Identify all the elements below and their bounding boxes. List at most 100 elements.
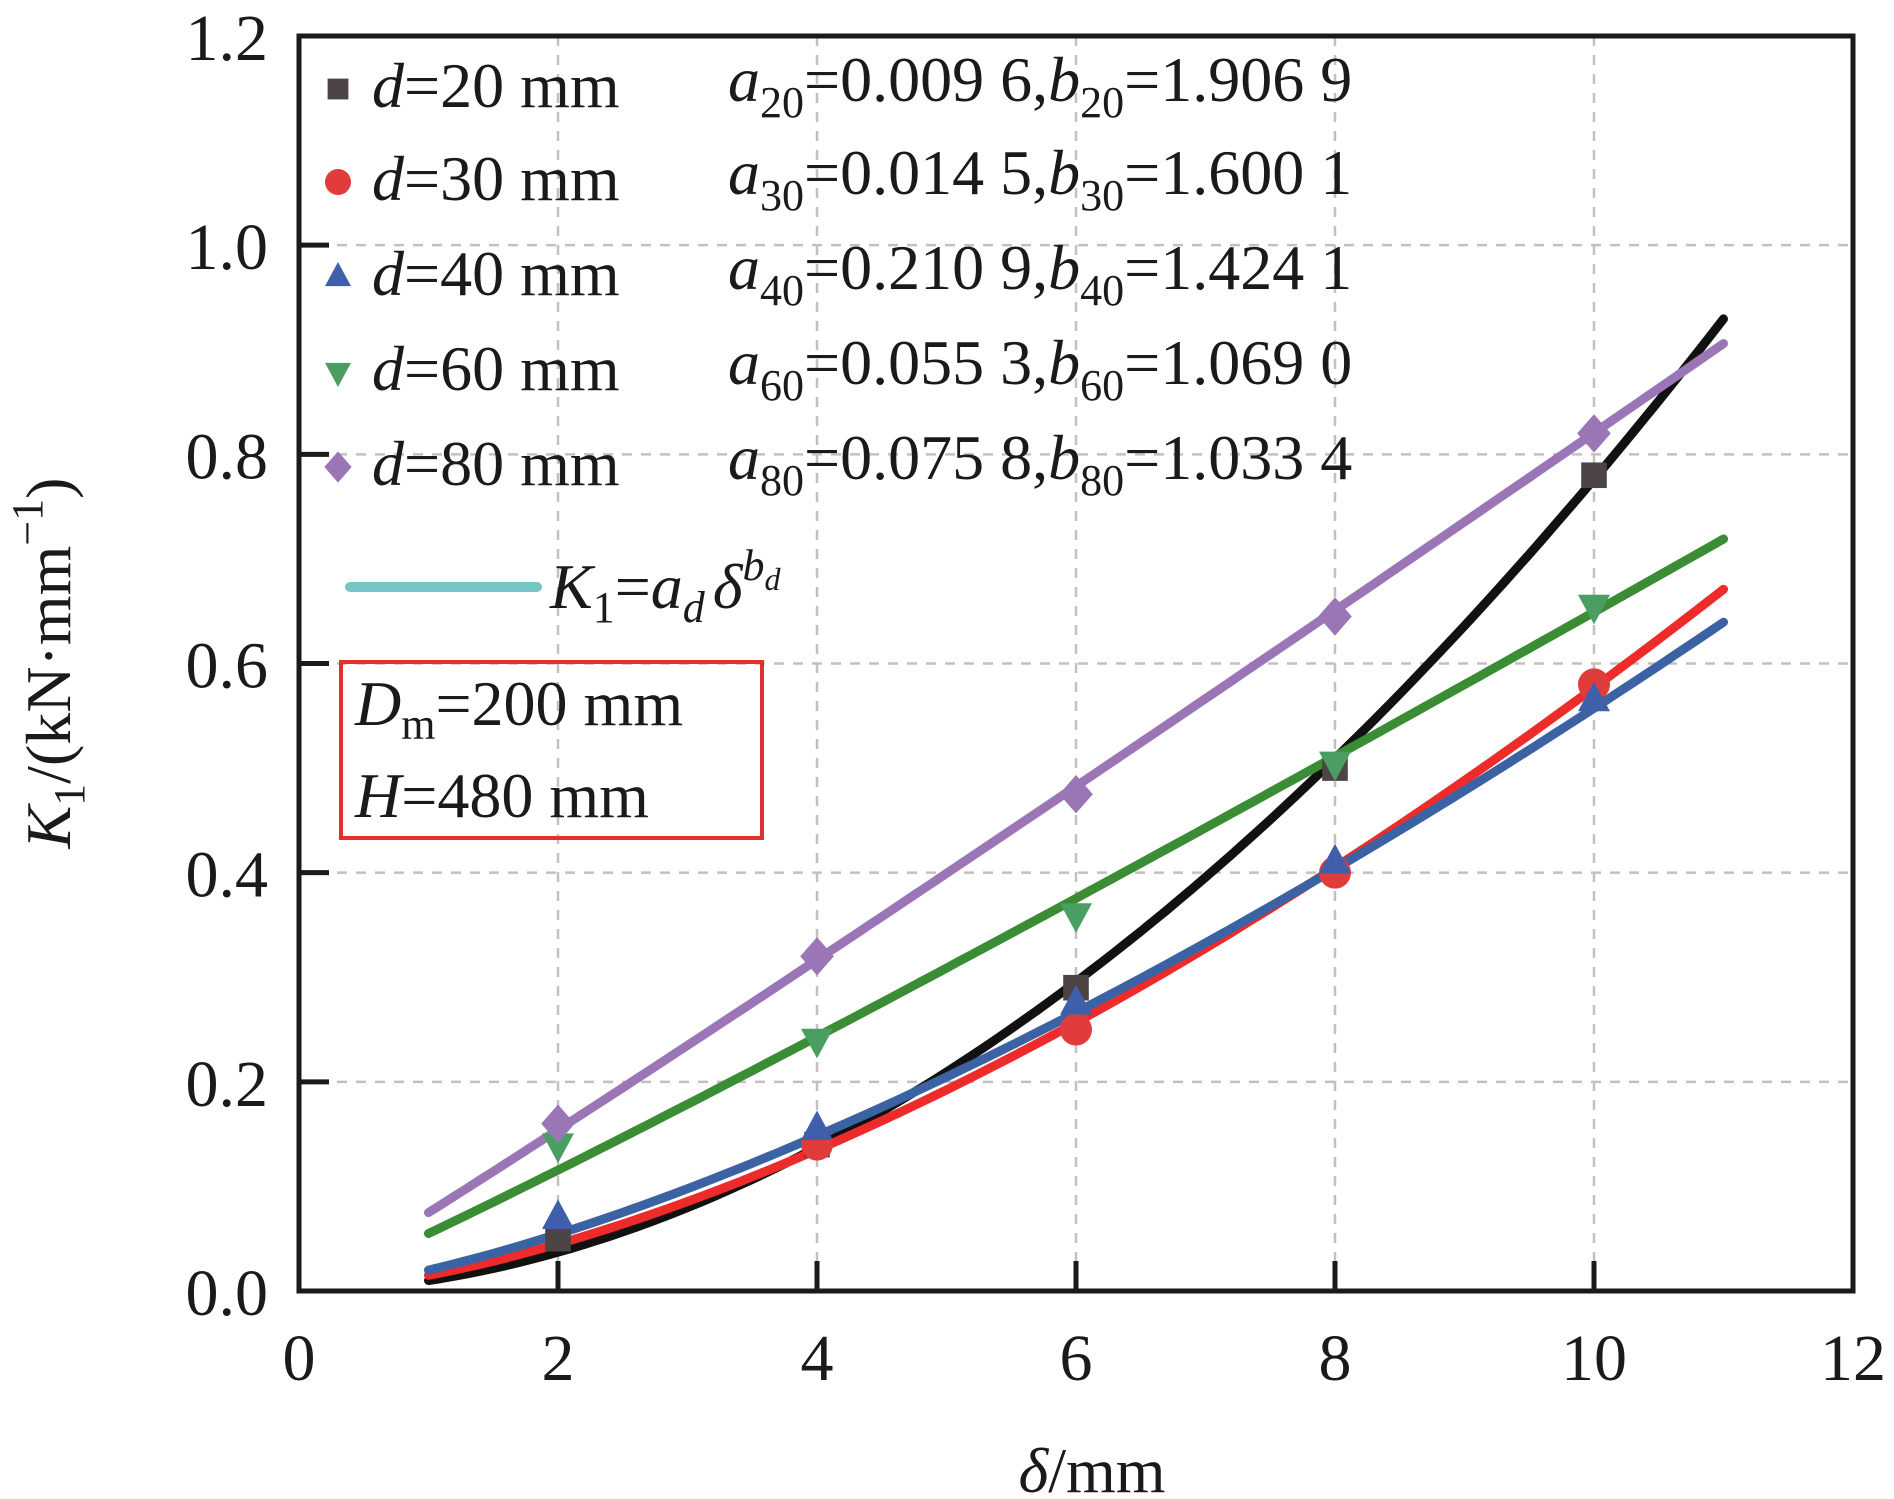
fit-k: K [549,551,596,622]
legend-label-rest: =80 mm [404,428,620,499]
coef-part: =0.055 3, [804,327,1048,398]
y-axis-sup: −1 [3,499,52,546]
y-axis-var: K [13,803,84,850]
fit-curve-60 [424,534,1728,1238]
coef-part: a [728,422,760,493]
coef-part: a [728,137,760,208]
legend-item: d=30 mm a30=0.014 5,b30=1.600 1 [325,137,1352,220]
coef-part: 60 [760,361,804,410]
legend-marker-triangle-up [325,262,351,287]
legend-label-var: d [372,50,405,121]
legend-coefficients: a30=0.014 5,b30=1.600 1 [728,137,1352,220]
coef-part: =1.069 0 [1124,327,1352,398]
y-tick-label: 0.8 [186,420,269,493]
annotation-border [339,660,764,840]
x-tick-label: 4 [801,1322,834,1395]
coef-part: b [1048,422,1080,493]
legend-item: d=60 mm a60=0.055 3,b60=1.069 0 [325,327,1352,410]
anno-d-var: D [354,668,401,739]
data-point-triangle-down [1319,751,1351,782]
data-point-triangle-down [542,1133,574,1163]
coef-part: =1.600 1 [1124,137,1352,208]
coef-part: =1.424 1 [1124,232,1352,303]
coef-part: a [728,232,760,303]
coef-part: b [1048,327,1080,398]
anno-h-rest: =480 mm [401,760,649,831]
coef-part: =1.906 9 [1124,44,1352,115]
data-point-triangle-down [1060,903,1092,933]
legend-label-rest: =60 mm [404,333,620,404]
y-tick-label: 1.2 [186,2,269,75]
legend-label: d=20 mm [372,50,620,121]
data-markers [541,414,1611,1252]
fit-a: a [651,551,683,622]
coef-part: 80 [760,456,804,505]
legend-item: d=40 mm a40=0.210 9,b40=1.424 1 [325,232,1352,315]
axis-ticks [299,242,1597,1291]
legend-marker-diamond [324,451,352,483]
fit-b: b [743,541,765,590]
annotation-box: Dm=200 mm H=480 mm [339,660,764,840]
fit-a-sub: d [683,583,706,632]
y-tick-label: 0.6 [186,630,269,703]
data-point-diamond [1577,414,1611,453]
x-tick-label: 0 [283,1322,316,1395]
coef-part: =0.014 5, [804,137,1048,208]
anno-d-rest: =200 mm [435,668,683,739]
coef-part: a [728,327,760,398]
legend-label-rest: =40 mm [404,238,620,309]
data-point-triangle-up [1319,843,1351,874]
x-axis-var: δ [1018,1435,1049,1499]
legend: d=20 mm a20=0.009 6,b20=1.906 9d=30 mm a30… [324,44,1352,505]
anno-h-var: H [354,760,405,831]
fit-delta: δ [713,551,744,622]
legend-label-rest: =20 mm [404,50,620,121]
data-point-square [1581,462,1607,489]
legend-label-var: d [372,143,405,214]
x-tick-label: 6 [1060,1322,1093,1395]
anno-d-sub: m [401,700,435,749]
data-point-triangle-down [801,1028,833,1059]
annotation-line-2: H=480 mm [354,760,649,831]
data-point-triangle-up [801,1110,833,1141]
data-point-triangle-down [1578,594,1610,625]
legend-marker-circle [325,169,351,195]
coef-part: =0.009 6, [804,44,1048,115]
coef-part: 60 [1080,361,1124,410]
x-tick-labels: 0 2 4 6 8 10 12 [283,1322,1887,1395]
coef-part: 20 [1080,78,1124,127]
coef-part: 80 [1080,456,1124,505]
data-point-triangle-up [542,1199,574,1229]
legend-label-var: d [372,238,405,309]
data-point-triangle-up [1578,681,1610,712]
legend-label: d=40 mm [372,238,620,309]
data-point-diamond [1318,597,1352,636]
fit-eq: = [615,551,651,622]
legend-label: d=30 mm [372,143,620,214]
coef-part: 40 [760,266,804,315]
data-point-diamond [541,1104,575,1143]
coef-part: 30 [760,171,804,220]
legend-label-var: d [372,428,405,499]
fit-legend-label: K1=ad δbd [549,541,782,632]
y-axis-sub: 1 [45,784,94,806]
legend-item: d=80 mm a80=0.075 8,b80=1.033 4 [324,422,1352,505]
coef-part: =0.210 9, [804,232,1048,303]
x-axis-title: δ/mm [1018,1435,1165,1499]
x-axis-unit: /mm [1048,1435,1165,1499]
legend-coefficients: a40=0.210 9,b40=1.424 1 [728,232,1352,315]
fit-k-sub: 1 [593,583,615,632]
coef-part: 40 [1080,266,1124,315]
y-axis-close: ) [13,477,84,498]
x-tick-label: 10 [1561,1322,1627,1395]
legend-marker-square [327,78,349,100]
coef-part: =1.033 4 [1124,422,1352,493]
annotation-line-1: Dm=200 mm [354,668,683,749]
data-point-diamond [800,937,834,976]
grid-lines [299,36,1853,1291]
data-point-square [545,1225,571,1252]
y-tick-label: 0.2 [186,1048,269,1121]
x-tick-label: 12 [1820,1322,1886,1395]
fit-legend: K1=ad δbd [345,541,782,632]
